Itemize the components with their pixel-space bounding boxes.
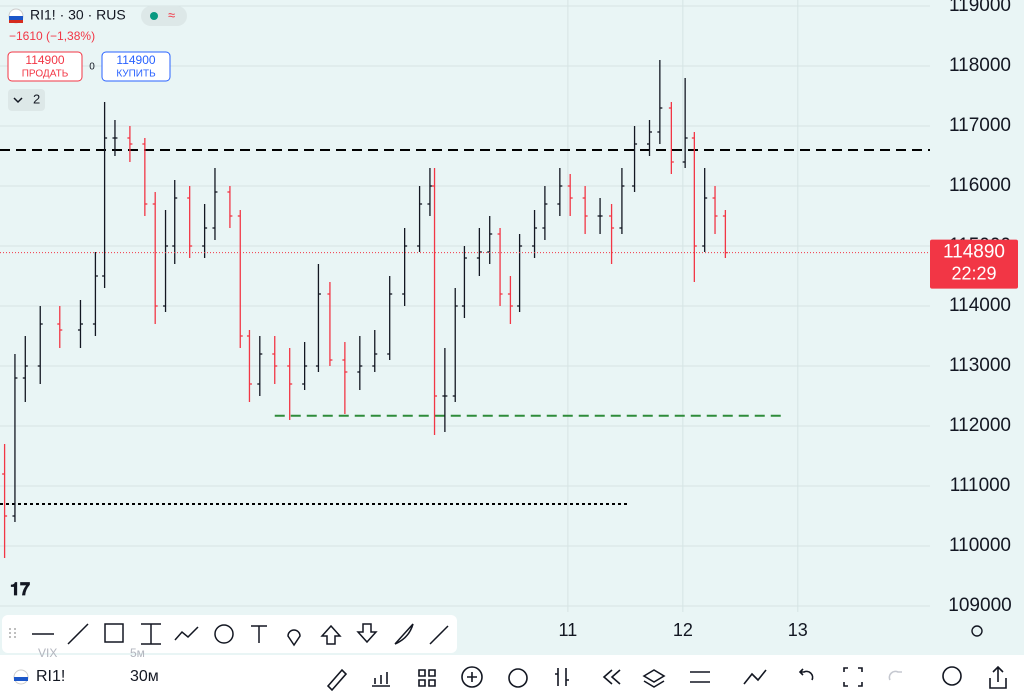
indicators-btn[interactable] xyxy=(372,672,390,687)
tool-text[interactable] xyxy=(251,625,267,643)
share-btn[interactable] xyxy=(989,665,1007,689)
status-pill xyxy=(141,6,187,26)
buy-label: КУПИТЬ xyxy=(116,69,156,80)
spread: 0 xyxy=(89,62,95,73)
tool-fib[interactable] xyxy=(141,623,161,645)
change: −1610 (−1,38%) xyxy=(9,29,95,43)
draw-btn[interactable] xyxy=(326,668,348,692)
prev-symbol: VIX xyxy=(38,646,57,660)
symbol[interactable]: RI1! · 30 · RUS xyxy=(30,7,126,23)
compare-btn[interactable] xyxy=(555,668,569,686)
status-dot xyxy=(150,12,158,20)
redo-btn xyxy=(888,670,902,681)
axis-settings[interactable] xyxy=(971,625,983,637)
fullscreen-btn[interactable] xyxy=(843,667,863,687)
tool-rect[interactable] xyxy=(104,623,124,643)
objects-btn[interactable] xyxy=(642,669,666,688)
tool-pattern[interactable] xyxy=(174,626,199,641)
bottom-bar xyxy=(0,655,1024,693)
sell-label: ПРОДАТЬ xyxy=(22,69,69,80)
drawing-toolbar xyxy=(2,615,457,653)
status-icon: ≈ xyxy=(168,7,175,22)
chevron xyxy=(13,97,23,104)
tool-arrow-up[interactable] xyxy=(320,624,342,645)
bottom-interval[interactable]: 30м xyxy=(130,668,159,685)
tool-pin[interactable] xyxy=(287,629,301,647)
logo: 𝟏𝟕 xyxy=(10,579,30,599)
y-tick-label: 114000 xyxy=(949,295,1011,316)
indicators-count: 2 xyxy=(33,91,40,106)
x-tick-label: 11 xyxy=(559,620,578,640)
x-tick-label: 12 xyxy=(673,620,693,640)
sell-button[interactable] xyxy=(7,51,83,82)
sell-price: 114900 xyxy=(25,53,64,67)
x-tick-label: 13 xyxy=(788,620,808,640)
tool-arrow-down[interactable] xyxy=(356,623,378,644)
bottom-symbol[interactable]: RI1! xyxy=(36,668,65,685)
y-tick-label: 117000 xyxy=(949,115,1011,136)
y-tick-label: 111000 xyxy=(950,475,1011,496)
replay-btn[interactable] xyxy=(602,669,621,685)
y-tick-label: 116000 xyxy=(949,175,1011,196)
tool-trend[interactable] xyxy=(67,623,89,645)
add-btn[interactable] xyxy=(461,666,483,688)
last-price-label: 114890 xyxy=(943,242,1005,263)
y-tick-label: 118000 xyxy=(949,55,1011,76)
tool-arrow[interactable] xyxy=(429,625,449,645)
undo-btn[interactable] xyxy=(798,668,814,681)
alert-btn[interactable] xyxy=(508,668,528,688)
countdown: 22:29 xyxy=(951,263,996,283)
buy-button[interactable] xyxy=(101,51,171,82)
y-tick-label: 112000 xyxy=(949,415,1011,436)
y-tick-label: 110000 xyxy=(949,535,1011,556)
chart-type-btn[interactable] xyxy=(743,669,767,685)
prev-interval: 5м xyxy=(130,646,145,660)
plot: 1090001100001110001120001130001140001150… xyxy=(0,0,1012,640)
y-tick-label: 119000 xyxy=(949,0,1011,16)
last-price-box xyxy=(930,239,1018,289)
flag xyxy=(9,20,23,23)
flag xyxy=(9,16,23,20)
indicators-toggle[interactable] xyxy=(8,89,45,111)
tool-icons xyxy=(9,623,449,647)
settings-btn[interactable] xyxy=(690,671,710,683)
tool-curve[interactable] xyxy=(394,623,414,645)
publish-btn[interactable] xyxy=(942,666,962,686)
bottom-icons xyxy=(326,665,1007,692)
drag-handle[interactable] xyxy=(9,628,16,638)
flag xyxy=(14,677,28,681)
buy-price: 114900 xyxy=(116,53,155,67)
y-tick-label: 109000 xyxy=(948,595,1011,616)
chart-bg xyxy=(0,0,1024,655)
y-tick-label: 113000 xyxy=(949,355,1011,376)
tool-circle[interactable] xyxy=(214,624,234,644)
layouts-btn[interactable] xyxy=(418,669,436,687)
